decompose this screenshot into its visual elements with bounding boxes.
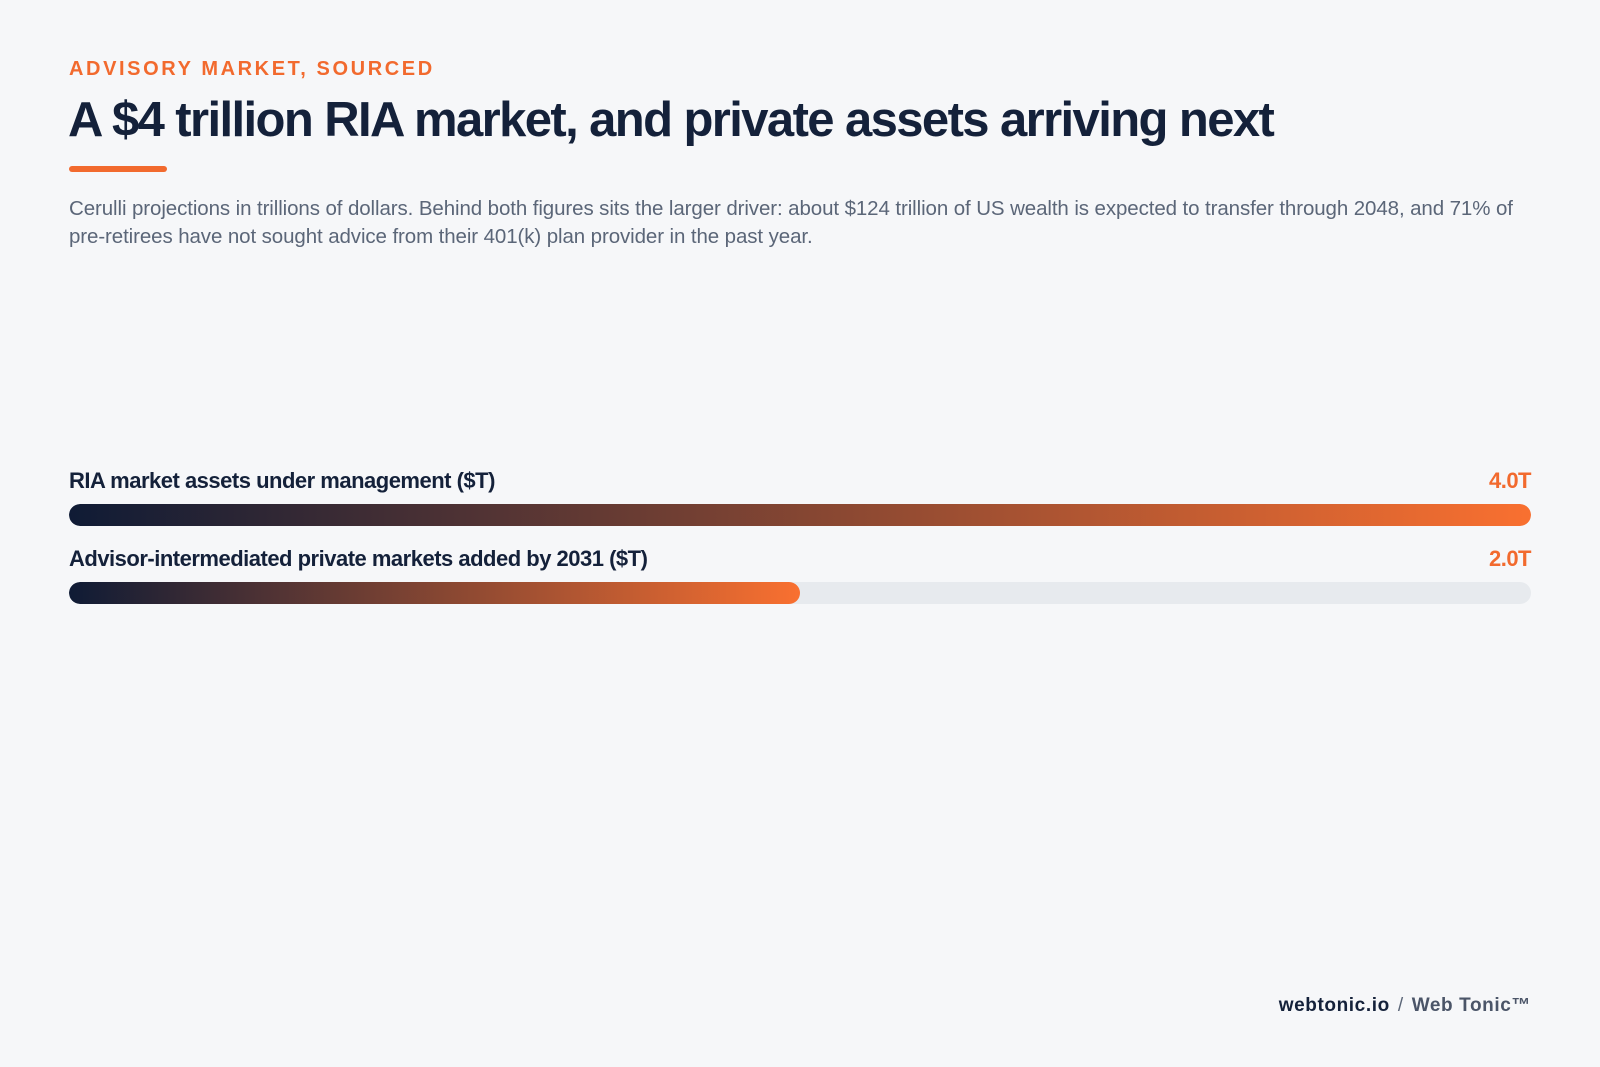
- eyebrow-label: ADVISORY MARKET, SOURCED: [69, 58, 435, 80]
- bar-chart: RIA market assets under management ($T) …: [69, 462, 1532, 618]
- accent-underline: [69, 166, 167, 172]
- bar-value-label: 2.0T: [1488, 546, 1532, 571]
- bar-fill: [69, 504, 1531, 526]
- bar-row: RIA market assets under management ($T) …: [69, 462, 1532, 540]
- bar-label: RIA market assets under management ($T): [69, 468, 495, 493]
- page-title: A $4 trillion RIA market, and private as…: [68, 93, 1275, 147]
- page-subtitle: Cerulli projections in trillions of doll…: [69, 197, 1513, 248]
- bar-track: [69, 582, 1531, 604]
- bar-track: [69, 504, 1531, 526]
- bar-row: Advisor-intermediated private markets ad…: [69, 540, 1532, 618]
- footer-brand: Web Tonic™: [1411, 995, 1531, 1016]
- footer-domain-link[interactable]: webtonic.io: [1278, 995, 1390, 1016]
- footer-separator: /: [1397, 995, 1404, 1016]
- bar-label: Advisor-intermediated private markets ad…: [69, 546, 648, 571]
- bar-fill: [69, 582, 800, 604]
- footer-credit: webtonic.io / Web Tonic™: [1279, 995, 1531, 1017]
- bar-value-label: 4.0T: [1488, 468, 1532, 493]
